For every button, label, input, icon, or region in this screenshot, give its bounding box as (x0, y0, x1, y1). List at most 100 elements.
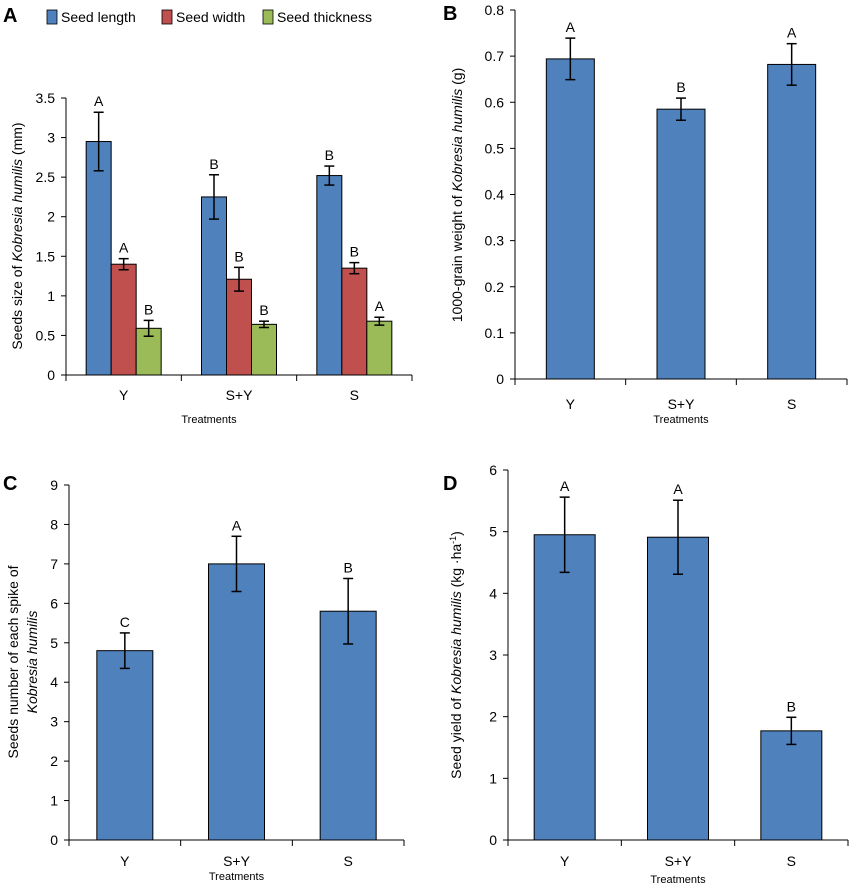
x-tick-label: S+Y (226, 387, 254, 403)
y-axis-title-part: Seed yield of (448, 694, 464, 779)
panel-label: B (443, 3, 457, 25)
significance-letter: A (375, 298, 385, 314)
x-tick-label: S+Y (223, 853, 251, 869)
x-tick-label: Y (119, 387, 129, 403)
y-tick-label: 4 (50, 674, 58, 690)
x-tick-label: Y (560, 853, 570, 869)
y-tick-label: 3 (47, 130, 55, 146)
y-axis-title-line2: Kobresia humilis (24, 611, 40, 714)
bar (767, 63, 817, 380)
significance-letter: B (234, 248, 243, 264)
significance-letter: B (259, 302, 268, 318)
y-tick-label: 0 (489, 832, 497, 848)
y-axis-title-part: Kobresia humilis (448, 591, 464, 694)
x-axis-title: Treatments (653, 414, 709, 426)
significance-letter: B (676, 79, 685, 95)
panel-label: D (443, 473, 457, 495)
y-axis-title-part: (mm) (9, 122, 25, 159)
bar (85, 141, 112, 376)
y-tick-label: 8 (50, 516, 58, 532)
y-tick-label: 3.5 (36, 90, 56, 106)
significance-letter: A (94, 93, 104, 109)
x-tick-label: S (787, 853, 796, 869)
significance-letter: A (787, 25, 797, 41)
y-tick-label: 1 (50, 793, 58, 809)
y-tick-label: 0.2 (485, 279, 505, 295)
y-tick-label: 1.5 (36, 248, 56, 264)
y-axis-title-part: Kobresia humilis (9, 159, 25, 262)
bar (208, 563, 265, 841)
y-tick-label: 0.6 (485, 94, 505, 110)
y-tick-label: 3 (489, 647, 497, 663)
y-tick-label: 0 (50, 832, 58, 848)
significance-letter: A (119, 240, 129, 256)
significance-letter: B (209, 156, 218, 172)
y-tick-label: 4 (489, 585, 497, 601)
legend-swatch (262, 9, 274, 25)
y-axis-title-part: (kg ·ha (448, 544, 464, 592)
bar (316, 175, 343, 376)
y-axis-title: Seed yield of Kobresia humilis (kg ·ha-1… (448, 531, 464, 779)
x-axis-title: Treatments (181, 414, 237, 426)
bar (110, 263, 137, 376)
x-tick-label: Y (120, 853, 130, 869)
y-tick-label: 0.1 (485, 325, 505, 341)
x-tick-label: S (787, 396, 796, 412)
x-tick-label: S+Y (668, 396, 696, 412)
bar (366, 320, 393, 376)
y-axis-title-part: Seeds size of (9, 262, 25, 350)
y-tick-label: 9 (50, 477, 58, 493)
y-axis-title-part: Kobresia humilis (449, 89, 465, 192)
bar (96, 650, 154, 841)
y-tick-label: 2 (50, 753, 58, 769)
chart-d: D 0 1 2 3 4 5 6 Y S+Y S Treatments A A B Seed yield of … (443, 462, 849, 884)
legend-swatch (161, 9, 173, 25)
y-tick-label: 0.4 (485, 187, 505, 203)
legend-label: Seed thickness (277, 9, 372, 25)
bar (760, 730, 823, 841)
y-tick-label: 6 (489, 462, 497, 478)
y-tick-label: 1 (489, 770, 497, 786)
significance-letter: A (673, 481, 683, 497)
y-tick-label: 1 (47, 288, 55, 304)
x-tick-label: S+Y (665, 853, 693, 869)
legend-swatch (46, 9, 58, 25)
y-axis-title-part: ) (448, 531, 464, 536)
y-tick-label: 5 (489, 524, 497, 540)
significance-letter: C (120, 614, 130, 630)
y-tick-label: 2 (489, 709, 497, 725)
bar (545, 58, 595, 380)
y-axis-title: Seeds size of Kobresia humilis (mm) (9, 122, 25, 349)
chart-a: A 0 0.5 1 1.5 2 2.5 3 3.5 Y S+Y S Treatments A B B A B B B B… (3, 5, 413, 426)
bar (251, 323, 277, 376)
bar (201, 196, 227, 376)
x-tick-label: S (343, 853, 352, 869)
x-axis-title: Treatments (209, 871, 265, 883)
y-tick-label: 0 (47, 367, 55, 383)
significance-letter: B (350, 244, 359, 260)
y-axis-title-line1: Seeds number of each spike of (5, 565, 21, 758)
bar (656, 108, 706, 380)
y-tick-label: 0.3 (485, 233, 505, 249)
significance-letter: B (325, 147, 334, 163)
bar (341, 267, 368, 376)
y-axis-title-part: 1000-grain weight of (449, 191, 465, 322)
panel-label: C (3, 473, 17, 495)
legend-label: Seed length (61, 9, 136, 25)
panel-label: A (3, 5, 17, 27)
bar (319, 610, 377, 841)
x-axis-title: Treatments (650, 874, 706, 884)
y-tick-label: 0.8 (485, 2, 505, 18)
y-tick-label: 0.5 (485, 140, 505, 156)
significance-letter: A (232, 517, 242, 533)
y-axis-title: 1000-grain weight of Kobresia humilis (g… (449, 68, 465, 322)
y-tick-label: 2 (47, 209, 55, 225)
y-tick-label: 7 (50, 556, 58, 572)
significance-letter: A (566, 19, 576, 35)
y-tick-label: 6 (50, 595, 58, 611)
chart-c: C 0 1 2 3 4 5 6 7 8 9 Y S+Y S Treatments C A B Seeds numbe… (3, 473, 405, 883)
y-tick-label: 0.5 (36, 327, 56, 343)
y-axis-title-part: -1 (448, 536, 458, 544)
y-tick-label: 0.7 (485, 48, 505, 64)
